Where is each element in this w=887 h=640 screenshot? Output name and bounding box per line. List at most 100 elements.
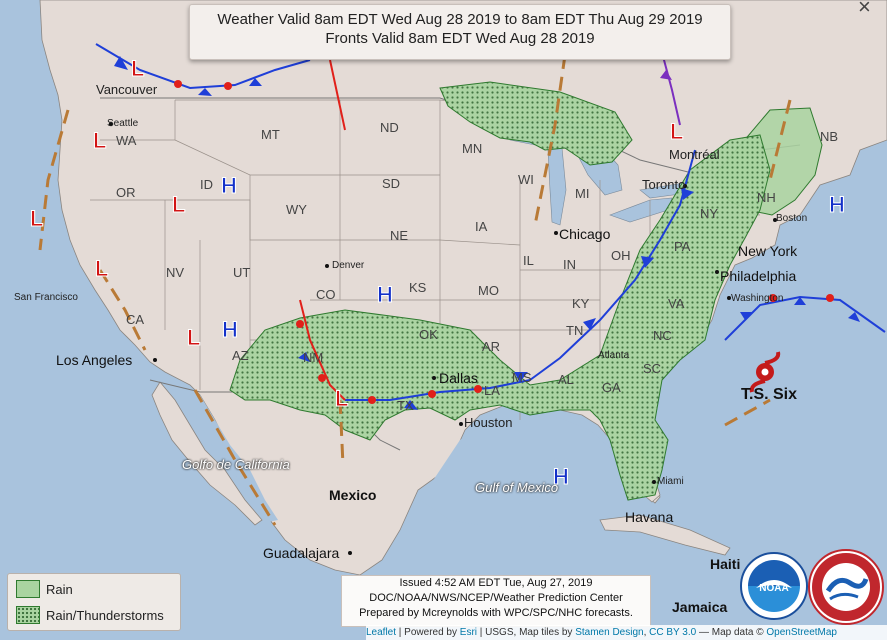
prepared-by: Prepared by Mcreynolds with WPC/SPC/NHC …	[359, 607, 633, 619]
cold-front-line[interactable]	[95, 43, 311, 90]
occluded-front-line[interactable]	[659, 44, 681, 126]
state-label-nm: NM	[303, 350, 324, 365]
legend-label-rain: Rain	[46, 581, 73, 597]
city-label-philadelphia: Philadelphia	[720, 268, 797, 284]
low-pressure-vancouver[interactable]: L	[130, 56, 145, 81]
land-baja	[151, 381, 263, 526]
map-legend: Rain Rain/Thunderstorms	[7, 573, 181, 631]
state-label-ky: KY	[572, 296, 590, 311]
tropical-storm-icon[interactable]	[749, 351, 781, 393]
city-label-chicago: Chicago	[559, 226, 611, 242]
valid-period-title: Weather Valid 8am EDT Wed Aug 28 2019 to…	[217, 11, 703, 28]
city-markers	[108, 121, 777, 555]
state-label-wa: WA	[116, 133, 137, 148]
close-icon[interactable]: ×	[858, 0, 871, 19]
state-label-sc: SC	[643, 361, 662, 376]
state-label-nv: NV	[166, 265, 185, 280]
nws-logo[interactable]	[808, 549, 884, 625]
high-pressure-atlantic[interactable]: H	[829, 192, 846, 217]
attribution-sep-3: ,	[643, 627, 650, 638]
city-label-atlanta: Atlanta	[598, 350, 630, 361]
city-label-boston: Boston	[776, 213, 808, 224]
water-label-gulf-of-california: Golfo de California	[182, 457, 290, 472]
high-pressure-gulf[interactable]: H	[553, 464, 570, 489]
low-pressure-pacific[interactable]: L	[29, 206, 44, 231]
city-label-denver: Denver	[332, 260, 365, 271]
front-symbols	[114, 56, 860, 410]
nws-logo-graphic	[812, 553, 880, 621]
state-label-in: IN	[563, 257, 576, 272]
city-label-dallas: Dallas	[439, 370, 478, 386]
state-label-wi: WI	[518, 172, 534, 187]
state-label-ar: AR	[482, 339, 501, 354]
esri-link[interactable]: Esri	[459, 627, 478, 638]
low-pressure-arizona[interactable]: L	[186, 325, 201, 350]
gulf-of-california-water	[196, 395, 278, 522]
issuing-agency: DOC/NOAA/NWS/NCEP/Weather Prediction Cen…	[369, 592, 623, 604]
low-pressure-washington[interactable]: L	[92, 128, 107, 153]
map-title-panel: Weather Valid 8am EDT Wed Aug 28 2019 to…	[189, 4, 731, 60]
attribution-sep-1: | Powered by	[396, 627, 460, 638]
city-label-seattle: Seattle	[107, 118, 139, 129]
thunderstorm-area-southern-us[interactable]	[229, 134, 771, 501]
cc-by-link[interactable]: CC BY 3.0	[649, 627, 697, 638]
state-label-ny: NY	[700, 206, 719, 221]
state-label-ms: MS	[512, 370, 532, 385]
state-label-oh: OH	[611, 248, 631, 263]
map-attribution: Leaflet | Powered by Esri | USGS, Map ti…	[366, 625, 887, 640]
city-label-houston: Houston	[464, 415, 513, 430]
osm-link[interactable]: OpenStreetMap	[766, 627, 837, 638]
state-label-ga: GA	[602, 380, 621, 395]
city-label-mexico: Mexico	[329, 487, 377, 503]
noaa-logo[interactable]: NOAA	[740, 552, 808, 620]
high-pressure-arizona[interactable]: H	[222, 317, 239, 342]
state-label-mi: MI	[575, 186, 590, 201]
high-pressure-kansas[interactable]: H	[377, 282, 394, 307]
state-label-va: VA	[668, 296, 685, 311]
state-label-az: AZ	[232, 348, 249, 363]
gulf-of-mexico-water	[420, 415, 635, 528]
state-label-ut: UT	[233, 265, 251, 280]
thunderstorm-area-northern-great-lakes[interactable]	[439, 81, 633, 166]
state-label-mo: MO	[478, 283, 499, 298]
state-label-nh: NH	[757, 190, 776, 205]
issued-date: Issued 4:52 AM EDT Tue, Aug 27, 2019	[399, 577, 593, 589]
issued-info-panel: Issued 4:52 AM EDT Tue, Aug 27, 2019 DOC…	[341, 575, 651, 627]
city-label-toronto: Toronto	[642, 177, 686, 192]
low-pressure-texas[interactable]: L	[334, 386, 349, 411]
state-label-pa: PA	[674, 239, 691, 254]
low-pressure-nevada[interactable]: L	[94, 256, 109, 281]
state-label-mt: MT	[261, 127, 280, 142]
state-label-tn: TN	[566, 323, 584, 338]
state-label-tx: TX	[397, 398, 414, 413]
cold-front-line-east[interactable]	[345, 149, 696, 401]
thunderstorm-swatch	[16, 606, 40, 624]
state-label-ne: NE	[390, 228, 409, 243]
high-pressure-idaho[interactable]: H	[221, 173, 238, 198]
city-label-los-angeles: Los Angeles	[56, 352, 133, 368]
city-label-havana: Havana	[625, 509, 674, 525]
state-label-sd: SD	[382, 176, 401, 191]
state-label-id: ID	[200, 177, 213, 192]
state-label-nb: NB	[820, 129, 839, 144]
state-label-wy: WY	[286, 202, 307, 217]
land-cuba	[599, 514, 731, 556]
low-pressure-quebec[interactable]: L	[669, 119, 684, 144]
city-label-jamaica: Jamaica	[672, 599, 728, 615]
noaa-logo-text: NOAA	[759, 583, 788, 594]
legend-label-thunderstorms: Rain/Thunderstorms	[46, 607, 164, 623]
stamen-link[interactable]: Stamen Design	[575, 627, 644, 638]
noaa-logo-graphic: NOAA	[744, 556, 804, 616]
warm-front-pacific[interactable]	[329, 59, 346, 131]
city-label-guadalajara: Guadalajara	[263, 545, 340, 561]
state-label-mn: MN	[462, 141, 483, 156]
low-pressure-idaho[interactable]: L	[171, 192, 186, 217]
state-label-ks: KS	[409, 280, 427, 295]
water-label-gulf-of-mexico: Gulf of Mexico	[475, 480, 559, 495]
state-label-nd: ND	[380, 120, 399, 135]
leaflet-link[interactable]: Leaflet	[366, 627, 397, 638]
warm-front-line[interactable]	[299, 299, 346, 401]
state-label-nc: NC	[653, 328, 672, 343]
city-label-miami: Miami	[657, 476, 684, 487]
